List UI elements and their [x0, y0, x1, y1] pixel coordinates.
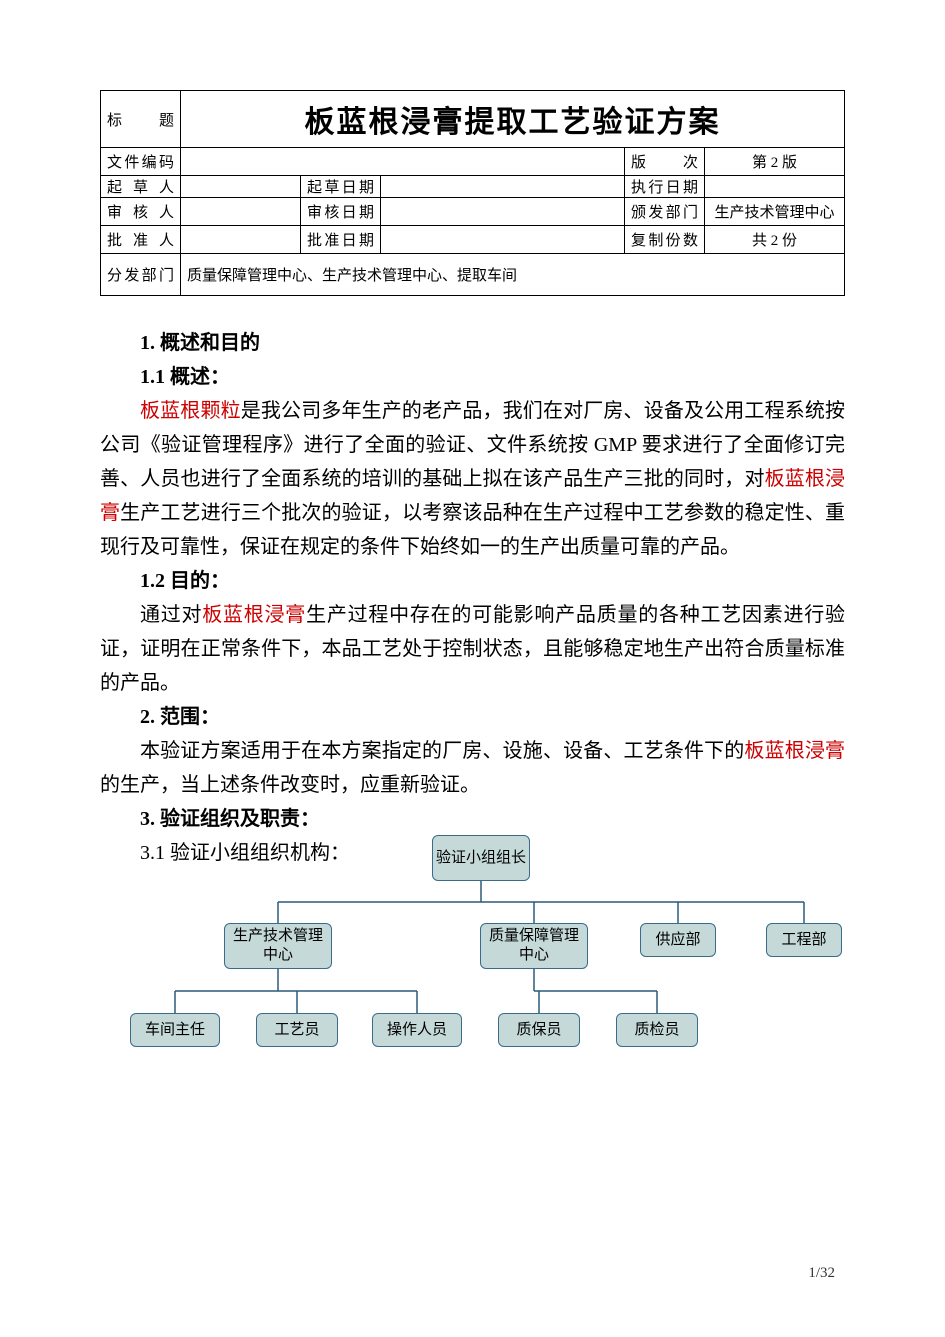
heading-1-2: 1.2 目的： — [100, 564, 845, 598]
heading-1-1: 1.1 概述： — [100, 360, 845, 394]
org-node-supply: 供应部 — [640, 923, 716, 957]
document-title: 板蓝根浸膏提取工艺验证方案 — [181, 91, 845, 148]
highlight-jingao-2: 板蓝根浸膏 — [202, 604, 306, 626]
highlight-keli: 板蓝根颗粒 — [140, 400, 241, 422]
org-node-wsdir: 车间主任 — [130, 1013, 220, 1047]
reviewdate-value — [381, 198, 625, 226]
draftdate-label: 起草日期 — [301, 176, 381, 198]
text-2c: 的生产，当上述条件改变时，应重新验证。 — [100, 774, 480, 796]
approvedate-label: 批准日期 — [301, 226, 381, 254]
reviewdate-label: 审核日期 — [301, 198, 381, 226]
execdate-label: 执行日期 — [625, 176, 705, 198]
paragraph-2: 本验证方案适用于在本方案指定的厂房、设施、设备、工艺条件下的板蓝根浸膏的生产，当… — [100, 734, 845, 802]
version-value: 第 2 版 — [705, 148, 845, 176]
distrib-value: 质量保障管理中心、生产技术管理中心、提取车间 — [181, 254, 845, 296]
org-node-qcp: 质检员 — [616, 1013, 698, 1047]
heading-3: 3. 验证组织及职责： — [100, 802, 845, 836]
approvedate-value — [381, 226, 625, 254]
org-node-tech: 工艺员 — [256, 1013, 338, 1047]
org-node-oper: 操作人员 — [372, 1013, 462, 1047]
content-body: 1. 概述和目的 1.1 概述： 板蓝根颗粒是我公司多年生产的老产品，我们在对厂… — [100, 326, 845, 1110]
filecode-label: 文件编码 — [101, 148, 181, 176]
paragraph-1-2: 通过对板蓝根浸膏生产过程中存在的可能影响产品质量的各种工艺因素进行验证，证明在正… — [100, 598, 845, 700]
approver-value — [181, 226, 301, 254]
org-node-prod: 生产技术管理中心 — [224, 923, 332, 969]
highlight-jingao-3: 板蓝根浸膏 — [744, 740, 845, 762]
approver-label: 批 准 人 — [101, 226, 181, 254]
reviewer-label: 审 核 人 — [101, 198, 181, 226]
header-table: 标 题 板蓝根浸膏提取工艺验证方案 文件编码 版 次 第 2 版 起 草 人 起… — [100, 90, 845, 296]
org-node-qap: 质保员 — [498, 1013, 580, 1047]
distrib-label: 分发部门 — [101, 254, 181, 296]
title-label: 标 题 — [101, 91, 181, 148]
org-chart: 验证小组组长生产技术管理中心 质量保障管理中心 供应部 工程部车间主任 工艺员操作人员 质… — [100, 835, 845, 1110]
heading-1: 1. 概述和目的 — [100, 326, 845, 360]
copies-value: 共 2 份 — [705, 226, 845, 254]
paragraph-1-1: 板蓝根颗粒是我公司多年生产的老产品，我们在对厂房、设备及公用工程系统按公司《验证… — [100, 394, 845, 564]
copies-label: 复制份数 — [625, 226, 705, 254]
issuedept-value: 生产技术管理中心 — [705, 198, 845, 226]
heading-2: 2. 范围： — [100, 700, 845, 734]
text-12a: 通过对 — [140, 604, 202, 626]
drafter-value — [181, 176, 301, 198]
draftdate-value — [381, 176, 625, 198]
text-11d: 生产工艺进行三个批次的验证，以考察该品种在生产过程中工艺参数的稳定性、重现行及可… — [100, 502, 845, 558]
page-number: 1/32 — [808, 1265, 835, 1282]
reviewer-value — [181, 198, 301, 226]
text-2a: 本验证方案适用于在本方案指定的厂房、设施、设备、工艺条件下的 — [140, 740, 744, 762]
execdate-value — [705, 176, 845, 198]
filecode-value — [181, 148, 625, 176]
issuedept-label: 颁发部门 — [625, 198, 705, 226]
org-node-leader: 验证小组组长 — [432, 835, 530, 881]
org-node-qa: 质量保障管理中心 — [480, 923, 588, 969]
drafter-label: 起 草 人 — [101, 176, 181, 198]
org-node-eng: 工程部 — [766, 923, 842, 957]
version-label: 版 次 — [625, 148, 705, 176]
